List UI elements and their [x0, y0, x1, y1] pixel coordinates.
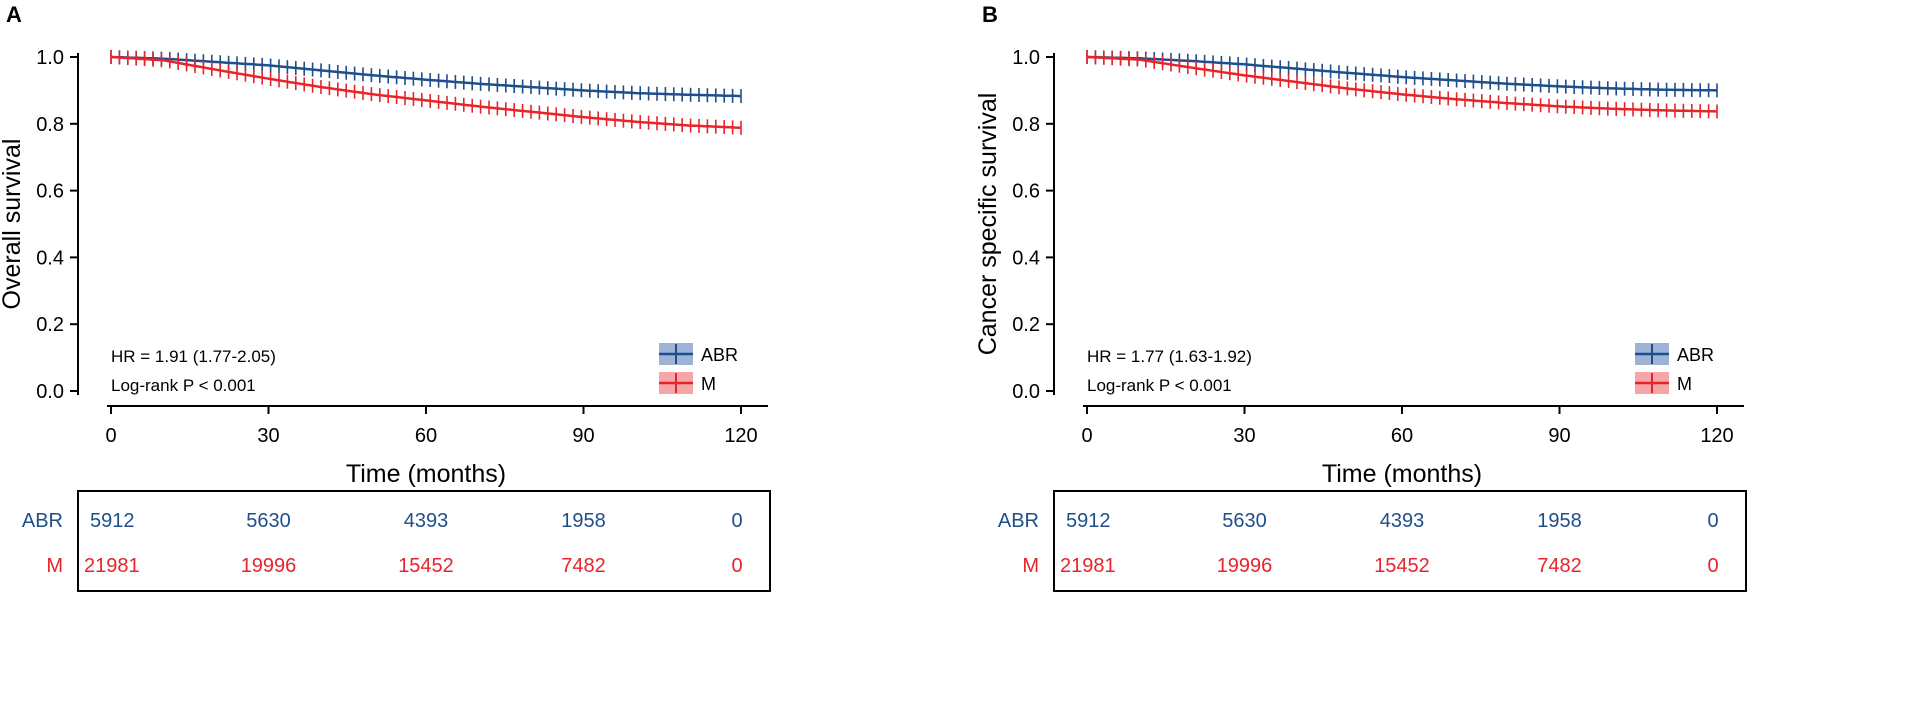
risk-table-count: 19996 — [1217, 555, 1273, 577]
risk-table-count: 7482 — [561, 555, 606, 577]
risk-table-count: 7482 — [1537, 555, 1582, 577]
y-tick-label: 0.2 — [1012, 314, 1040, 336]
y-tick-label: 0.2 — [36, 314, 64, 336]
y-tick-label: 1.0 — [36, 47, 64, 69]
risk-table-row-label: M — [1022, 555, 1039, 577]
risk-table-count: 0 — [1707, 555, 1718, 577]
survival-curve-abr — [110, 55, 742, 98]
log-rank-text: Log-rank P < 0.001 — [1087, 376, 1232, 395]
panel-b: B 0.0 0.2 0.4 0.6 0.8 1.0 0 30 60 90 120 Time (month… — [974, 2, 1747, 592]
risk-table-count: 0 — [731, 510, 742, 532]
x-axis-title: Time (months) — [346, 460, 506, 488]
y-tick-label: 0.6 — [1012, 181, 1040, 203]
x-tick-label: 0 — [1081, 425, 1092, 447]
y-tick-label: 0.8 — [36, 114, 64, 136]
survival-curve-m — [110, 55, 742, 130]
legend-label-abr: ABR — [701, 345, 738, 365]
y-tick-label: 0.6 — [36, 181, 64, 203]
hazard-ratio-text: HR = 1.91 (1.77-2.05) — [111, 347, 276, 366]
risk-table-count: 5630 — [1222, 510, 1267, 532]
x-tick-label: 0 — [105, 425, 116, 447]
risk-table-count: 15452 — [1374, 555, 1430, 577]
y-tick-label: 0.4 — [36, 247, 64, 269]
risk-table-count: 15452 — [398, 555, 454, 577]
risk-table-box — [77, 490, 771, 592]
x-tick-label: 30 — [257, 425, 279, 447]
risk-table-count: 4393 — [404, 510, 449, 532]
survival-curve-abr — [1086, 55, 1718, 92]
y-tick-label: 1.0 — [1012, 47, 1040, 69]
y-tick-label: 0.4 — [1012, 247, 1040, 269]
survival-curve-m — [1086, 55, 1718, 113]
log-rank-text: Log-rank P < 0.001 — [111, 376, 256, 395]
legend-label-m: M — [701, 374, 716, 394]
risk-table-count: 4393 — [1380, 510, 1425, 532]
risk-table-count: 21981 — [84, 555, 140, 577]
risk-table-box — [1053, 490, 1747, 592]
legend-label-m: M — [1677, 374, 1692, 394]
risk-table-count: 5630 — [246, 510, 291, 532]
risk-table-count: 21981 — [1060, 555, 1116, 577]
risk-table-count: 1958 — [561, 510, 606, 532]
y-tick-label: 0.8 — [1012, 114, 1040, 136]
risk-table-count: 0 — [731, 555, 742, 577]
x-tick-label: 30 — [1233, 425, 1255, 447]
legend-label-abr: ABR — [1677, 345, 1714, 365]
x-tick-label: 90 — [572, 425, 594, 447]
risk-table-count: 5912 — [90, 510, 135, 532]
risk-table-count: 19996 — [241, 555, 297, 577]
risk-table-row-label: ABR — [22, 510, 63, 532]
x-tick-label: 120 — [1700, 425, 1733, 447]
x-tick-label: 120 — [724, 425, 757, 447]
x-tick-label: 90 — [1548, 425, 1570, 447]
x-tick-label: 60 — [1391, 425, 1413, 447]
panel-a: A 0.0 0.2 0.4 0.6 0.8 1.0 0 30 60 90 120 Time (month… — [0, 2, 771, 592]
x-axis-title: Time (months) — [1322, 460, 1482, 488]
hazard-ratio-text: HR = 1.77 (1.63-1.92) — [1087, 347, 1252, 366]
x-tick-label: 60 — [415, 425, 437, 447]
y-tick-label: 0.0 — [36, 381, 64, 403]
risk-table-count: 1958 — [1537, 510, 1582, 532]
risk-table-row-label: ABR — [998, 510, 1039, 532]
risk-table-row-label: M — [46, 555, 63, 577]
y-axis-title: Overall survival — [0, 139, 26, 310]
y-tick-label: 0.0 — [1012, 381, 1040, 403]
panel-label: B — [982, 2, 998, 27]
panel-label: A — [6, 2, 22, 27]
risk-table-count: 5912 — [1066, 510, 1111, 532]
risk-table-count: 0 — [1707, 510, 1718, 532]
y-axis-title: Cancer specific survival — [974, 93, 1002, 356]
